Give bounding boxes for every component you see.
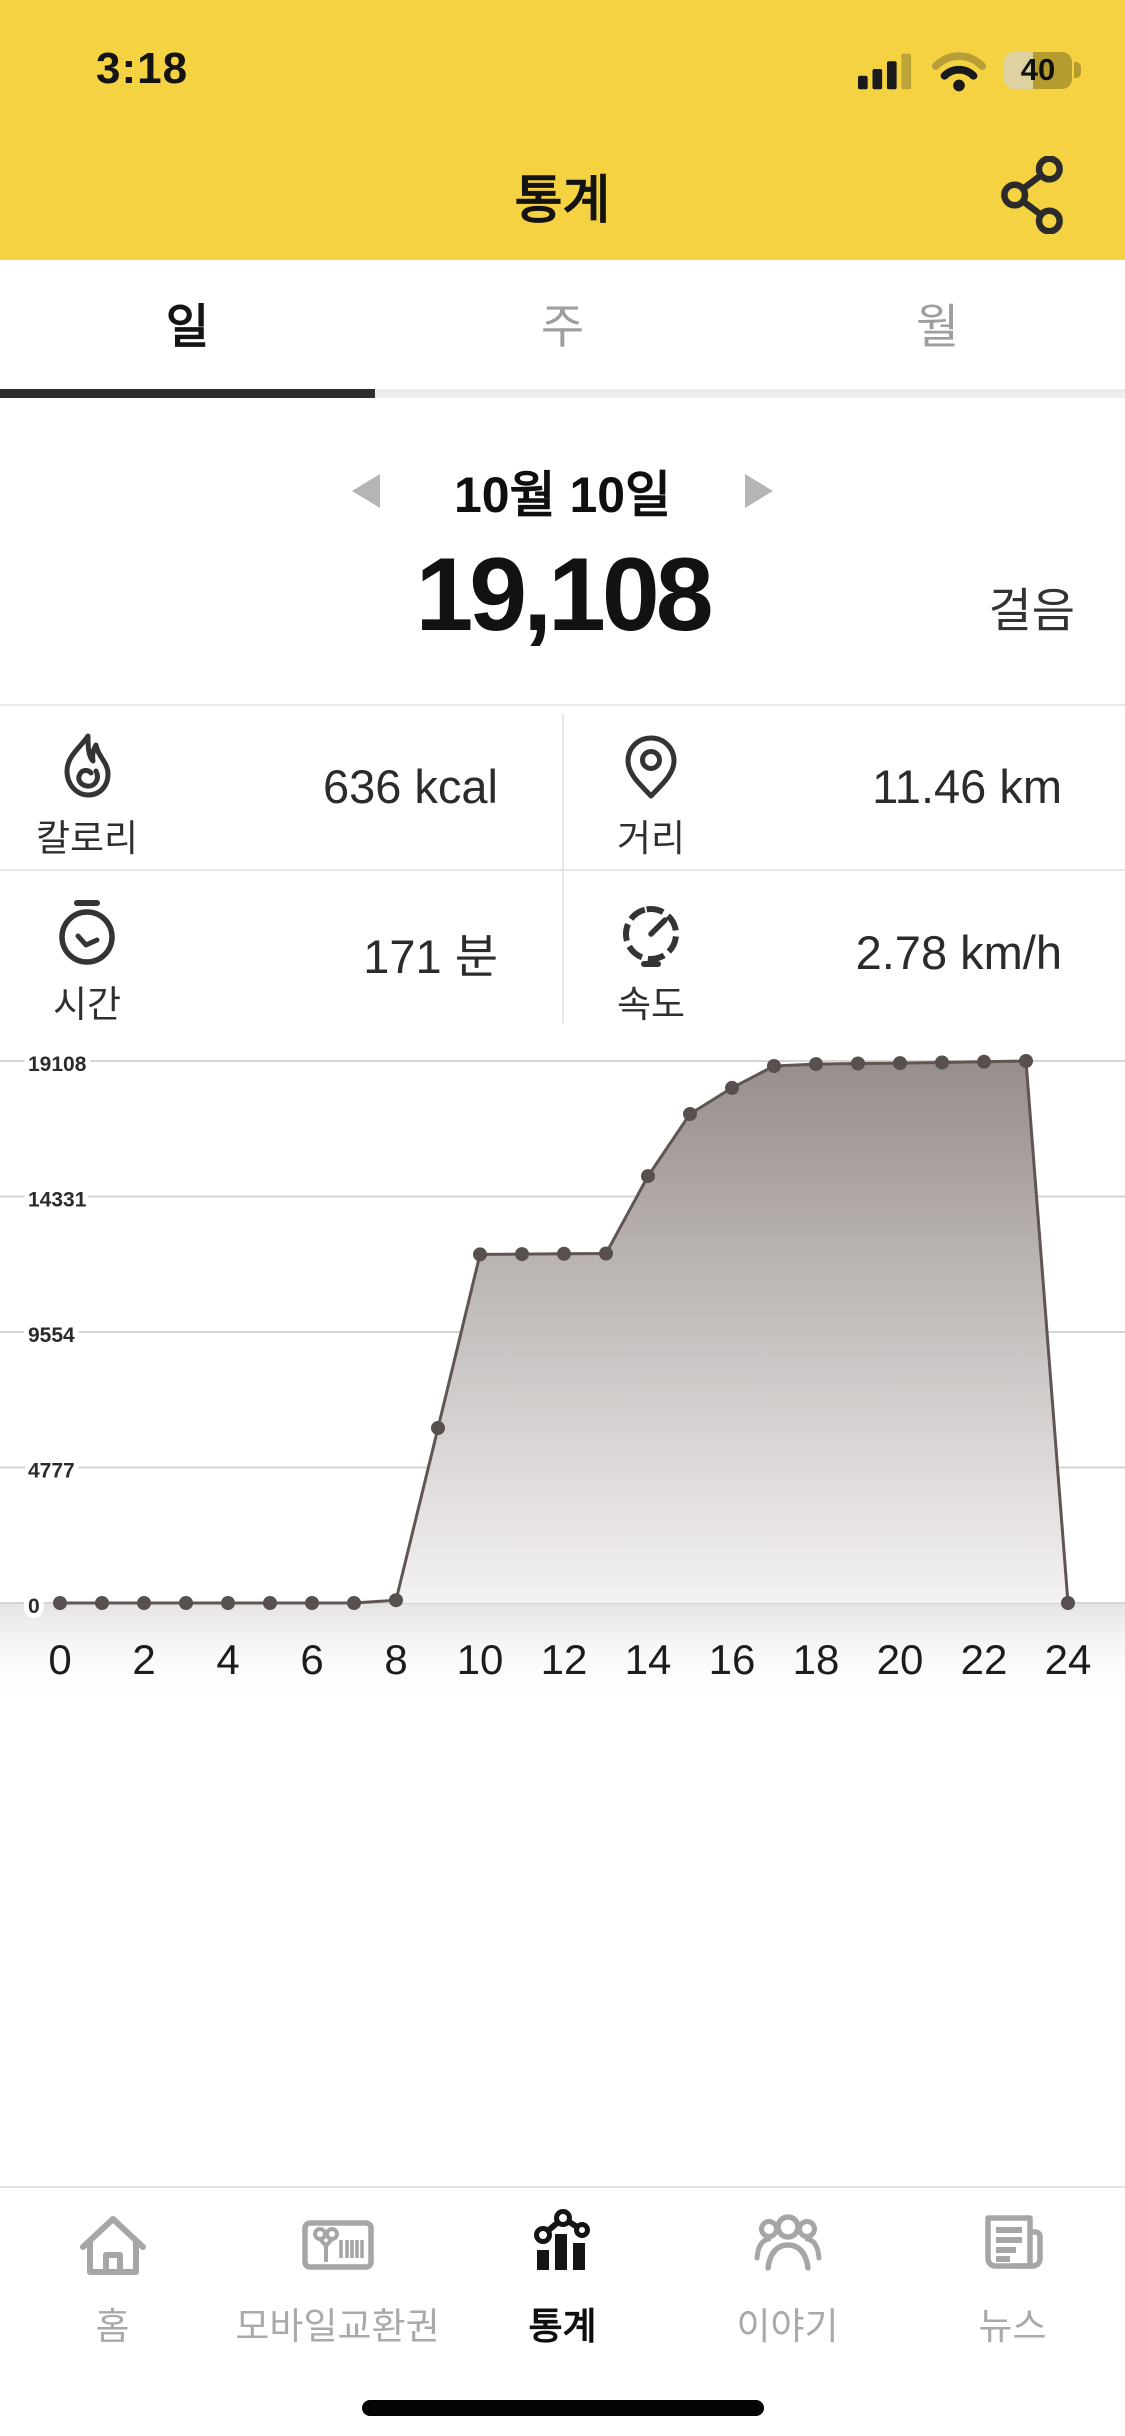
stat-label: 칼로리: [35, 818, 139, 859]
svg-text:16: 16: [709, 1636, 756, 1683]
tab-week[interactable]: 주: [540, 299, 585, 353]
next-day-arrow-icon[interactable]: [745, 474, 774, 508]
stat-label: 거리: [616, 818, 686, 859]
nav-item-stats[interactable]: 통계: [450, 2206, 675, 2350]
nav-item-voucher[interactable]: 모바일교환권: [225, 2206, 450, 2350]
chart-y-axis-labels: 0 4777 9554 14331 19108: [23, 1048, 92, 1623]
battery-fill-level: [1004, 51, 1033, 89]
speedometer-icon: [623, 906, 679, 967]
people-icon: [754, 2214, 821, 2271]
home-indicator[interactable]: [361, 2400, 764, 2416]
battery-cap: [1074, 62, 1081, 78]
nav-label: 모바일교환권: [235, 2306, 440, 2347]
pin-icon: [625, 735, 677, 799]
stat-value: 11.46 km: [872, 760, 1062, 813]
battery-icon: 40: [1004, 51, 1081, 89]
svg-text:4: 4: [216, 1636, 239, 1683]
svg-text:2: 2: [132, 1636, 155, 1683]
axis-shadow: [0, 1604, 1125, 1704]
chart-area-series: [53, 1054, 1075, 1610]
tab-track: [0, 389, 1125, 398]
date-nav: 10월 10일: [0, 455, 1125, 527]
svg-text:14: 14: [625, 1636, 672, 1683]
svg-text:19108: 19108: [28, 1053, 87, 1076]
stat-speed: 속도 2.78 km/h: [564, 872, 1124, 1033]
stats-icon: [533, 2209, 590, 2270]
svg-text:4777: 4777: [28, 1460, 75, 1483]
battery-percent: 40: [1020, 52, 1056, 87]
stat-value: 171 분: [363, 930, 498, 983]
tab-active-indicator: [0, 389, 375, 398]
svg-text:8: 8: [384, 1636, 407, 1683]
bottom-nav: 홈 모바일교환권: [0, 2186, 1125, 2436]
svg-text:12: 12: [541, 1636, 588, 1683]
page-title: 통계: [514, 172, 611, 230]
stats-grid: 칼로리 636 kcal 거리 11.46 km 시간: [0, 704, 1125, 1031]
stat-label: 시간: [52, 984, 122, 1025]
svg-text:10: 10: [457, 1636, 504, 1683]
nav-label: 통계: [528, 2306, 597, 2347]
svg-text:14331: 14331: [28, 1189, 87, 1212]
stat-value: 636 kcal: [322, 760, 498, 813]
nav-item-home[interactable]: 홈: [0, 2206, 225, 2350]
tab-day[interactable]: 일: [165, 299, 210, 353]
flame-icon: [64, 733, 111, 798]
svg-text:22: 22: [961, 1636, 1008, 1683]
stopwatch-icon: [59, 900, 115, 965]
svg-text:20: 20: [877, 1636, 924, 1683]
nav-label: 이야기: [736, 2306, 839, 2347]
svg-text:0: 0: [48, 1636, 71, 1683]
share-icon[interactable]: [1001, 156, 1063, 234]
home-icon: [79, 2216, 146, 2275]
tab-month[interactable]: 월: [915, 299, 960, 353]
prev-day-arrow-icon[interactable]: [351, 474, 380, 508]
nav-label: 뉴스: [978, 2306, 1047, 2347]
vertical-divider: [562, 714, 564, 1023]
svg-text:0: 0: [28, 1595, 40, 1618]
status-icons: 40: [858, 50, 1081, 92]
svg-text:9554: 9554: [28, 1324, 75, 1347]
step-count: 19,108: [415, 537, 713, 653]
cellular-signal-icon: [858, 53, 912, 90]
voucher-icon: [301, 2220, 374, 2270]
nav-item-story[interactable]: 이야기: [675, 2206, 900, 2350]
chart-x-axis-labels: 0 2 4 6 8 10 12 14 16 18 20 22 24: [48, 1636, 1091, 1683]
wifi-icon: [931, 52, 987, 92]
stat-distance: 거리 11.46 km: [564, 706, 1124, 867]
app-header: 3:18 40 통계: [0, 0, 1125, 260]
period-tabs: 일 주 월: [0, 260, 1125, 398]
status-time: 3:18: [96, 44, 189, 93]
step-unit-label: 걸음: [988, 584, 1075, 637]
stat-value: 2.78 km/h: [855, 926, 1062, 979]
horizontal-divider: [0, 869, 1125, 871]
svg-text:6: 6: [300, 1636, 323, 1683]
date-label: 10월 10일: [453, 467, 672, 523]
svg-text:18: 18: [793, 1636, 840, 1683]
stat-time: 시간 171 분: [0, 872, 560, 1033]
steps-area-chart: 0 4777 9554 14331 19108 0 2 4 6 8 10 12 14 16 18 20 22 2…: [0, 1030, 1125, 1704]
stat-calories: 칼로리 636 kcal: [0, 706, 560, 867]
svg-text:24: 24: [1045, 1636, 1092, 1683]
stat-label: 속도: [616, 984, 686, 1025]
news-icon: [984, 2215, 1043, 2269]
nav-item-news[interactable]: 뉴스: [900, 2206, 1125, 2350]
nav-label: 홈: [95, 2306, 130, 2347]
